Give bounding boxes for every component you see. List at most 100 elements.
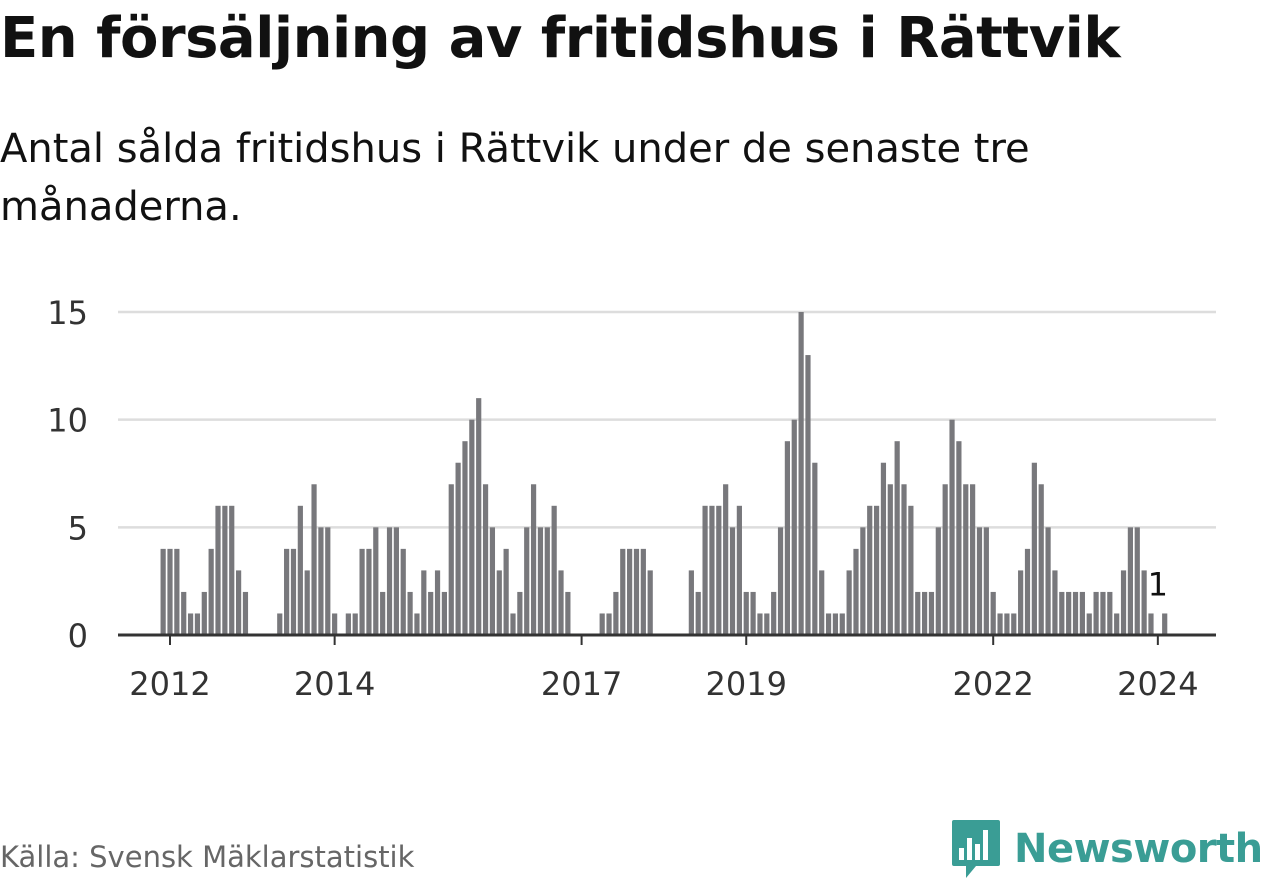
bar: [510, 613, 516, 635]
chart-title: En försäljning av fritidshus i Rättvik: [0, 6, 1121, 71]
bar: [599, 613, 605, 635]
bar: [359, 548, 365, 635]
bar: [853, 548, 859, 635]
bar: [201, 591, 207, 635]
x-tick-label: 2017: [541, 665, 622, 703]
bar: [160, 548, 166, 635]
x-tick-label: 2022: [952, 665, 1033, 703]
bar: [935, 527, 941, 635]
bar: [990, 591, 996, 635]
bar: [187, 613, 194, 635]
bar: [764, 613, 770, 635]
bar: [1072, 591, 1079, 635]
bar: [373, 527, 379, 635]
bar: [1031, 462, 1037, 635]
bar: [242, 591, 249, 635]
newsworthy-chart-icon: [952, 820, 1000, 878]
bar: [167, 548, 173, 635]
bar: [976, 527, 983, 635]
bar: [1011, 613, 1017, 635]
bar: [393, 527, 399, 635]
bar: [1120, 570, 1127, 635]
bar: [455, 462, 461, 635]
bar: [771, 591, 777, 635]
bar: [1038, 484, 1044, 635]
bar: [537, 527, 544, 635]
bar: [1107, 591, 1113, 635]
bar: [777, 527, 784, 635]
bar: [757, 613, 763, 635]
bar: [1162, 613, 1168, 635]
bar: [400, 548, 406, 635]
y-tick-label: 0: [68, 617, 88, 655]
highlight-data-label: 1: [1148, 565, 1168, 603]
bar: [229, 505, 235, 635]
bar: [1052, 570, 1058, 635]
bar: [846, 570, 852, 635]
y-tick-label: 15: [47, 294, 88, 332]
bar: [798, 312, 804, 635]
bar: [743, 591, 749, 635]
bar: [873, 505, 880, 635]
bar: [1134, 527, 1140, 635]
bar: [482, 484, 489, 635]
x-tick-label: 2019: [706, 665, 787, 703]
bar: [174, 548, 180, 635]
bar: [1086, 613, 1092, 635]
bar: [983, 527, 989, 635]
bar: [345, 613, 351, 635]
bar: [386, 527, 393, 635]
bar: [318, 527, 324, 635]
bar: [750, 591, 756, 635]
bar: [915, 591, 921, 635]
bar: [489, 527, 496, 635]
bar: [1100, 591, 1106, 635]
bar: [825, 613, 832, 635]
bar: [805, 355, 811, 635]
y-tick-label: 5: [68, 509, 88, 547]
chart-subtitle: Antal sålda fritidshus i Rättvik under d…: [0, 126, 1030, 230]
bar: [1004, 613, 1010, 635]
bar: [709, 505, 715, 635]
bar: [503, 548, 509, 635]
bar: [640, 548, 646, 635]
x-tick-label: 2014: [294, 665, 375, 703]
bar: [997, 613, 1003, 635]
bar: [462, 441, 468, 635]
bar: [366, 548, 372, 635]
bar: [819, 570, 825, 635]
bar: [832, 613, 839, 635]
bar: [469, 419, 475, 635]
bar: [613, 591, 619, 635]
newsworthy-logo: Newsworthy: [950, 818, 1262, 880]
bar: [1059, 591, 1065, 635]
y-tick-label: 10: [47, 402, 88, 440]
bar: [716, 505, 722, 635]
bar: [311, 484, 317, 635]
bar: [284, 548, 290, 635]
bar: [428, 591, 434, 635]
bar: [1114, 613, 1120, 635]
bar: [908, 505, 914, 635]
bar: [215, 505, 221, 635]
bar: [901, 484, 907, 635]
bar: [894, 441, 900, 635]
source-note: Källa: Svensk Mäklarstatistik: [0, 840, 415, 874]
bar: [414, 613, 420, 635]
bar: [784, 441, 790, 635]
bar: [1093, 591, 1099, 635]
bar: [352, 613, 358, 635]
bar: [551, 505, 557, 635]
bar: [812, 462, 818, 635]
bar: [297, 505, 303, 635]
bar: [441, 591, 447, 635]
bar: [1127, 527, 1133, 635]
brand-name: Newsworthy: [1014, 826, 1262, 872]
bar: [887, 484, 893, 635]
bar: [524, 527, 530, 635]
bar: [867, 505, 873, 635]
bar: [565, 591, 571, 635]
bar: [544, 527, 550, 635]
bar: [949, 419, 955, 635]
